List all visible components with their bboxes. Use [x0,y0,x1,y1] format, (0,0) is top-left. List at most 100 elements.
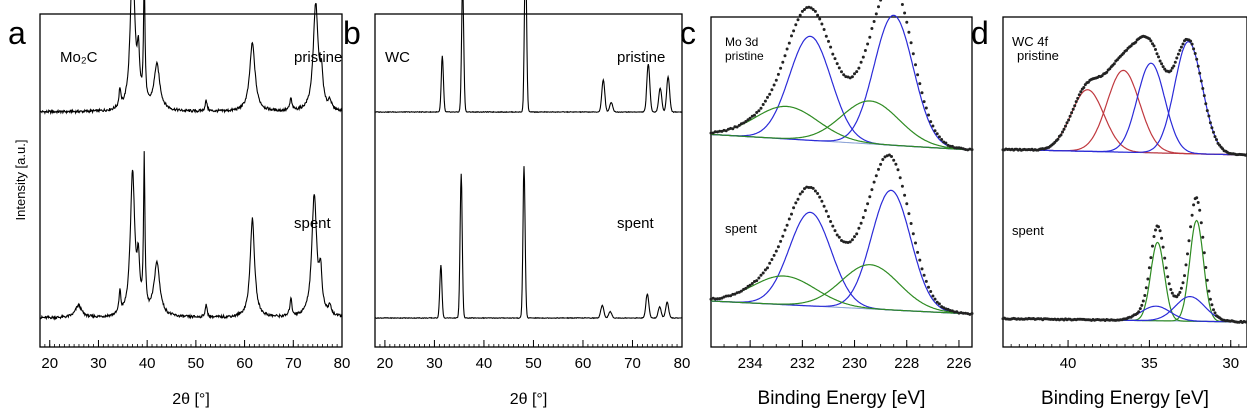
data-point [1189,39,1193,43]
data-point [1167,282,1171,286]
series-label: spent [1012,223,1044,238]
data-point [820,199,824,203]
series-label: pristine [1017,48,1059,63]
data-point [1112,62,1116,66]
data-point [922,100,926,104]
data-point [1152,235,1156,238]
x-tick-label: 20 [41,355,58,372]
data-point [937,135,941,139]
data-point [1215,138,1218,142]
series-label: spent [617,215,655,232]
data-point [1179,45,1183,49]
data-point [1059,133,1063,137]
data-point [931,294,935,298]
data-point [1144,286,1148,290]
data-point [850,75,854,79]
x-tick-label: 40 [476,355,493,372]
data-point [761,103,765,106]
data-point [724,294,728,298]
data-point [881,158,885,161]
data-point [1155,52,1159,56]
data-point [837,235,841,239]
data-point [774,249,778,253]
data-point [1205,278,1209,282]
data-point [840,239,843,242]
data-point [874,12,878,16]
data-point [772,83,776,87]
data-point [816,192,820,195]
data-point [818,17,822,21]
data-point [1147,37,1151,41]
data-point [827,39,830,43]
data-point [1192,203,1196,207]
panel-letter: c [680,15,696,51]
data-point [748,283,752,287]
data-point [1064,124,1067,128]
data-point [914,63,917,67]
panel-c: c 234 232 230 228 226 Binding Energy [eV] Mo 3d… [680,0,974,409]
data-point [811,186,815,190]
data-point [861,216,865,219]
data-point [792,206,796,210]
data-point [737,123,741,127]
data-point [824,209,828,213]
data-point [1147,266,1151,270]
x-tick-label: 228 [894,355,919,372]
fit-component [1003,69,1247,156]
data-point [785,47,789,51]
data-point [1192,47,1196,51]
data-point [724,129,728,133]
data-point [905,202,909,206]
data-point [1146,277,1150,281]
data-point [868,35,872,39]
data-point [916,250,920,254]
data-point [813,9,817,13]
data-point [1166,275,1170,279]
series-line [39,0,343,116]
data-point [1196,64,1200,68]
data-point [944,141,948,145]
data-point [794,201,798,205]
data-point [1207,289,1211,293]
data-point [900,184,904,188]
plot-frame [1002,16,1247,348]
data-point [937,302,941,306]
data-point [1199,79,1203,83]
data-point [744,120,748,123]
data-point [1213,311,1217,315]
data-point [776,245,780,249]
data-point [790,34,793,38]
data-point [785,223,789,227]
data-point [761,271,765,275]
data-point [796,197,800,201]
data-point [1169,69,1173,73]
data-point [835,233,839,237]
data-point [1151,244,1154,248]
data-point [1199,221,1203,225]
x-tick-label: 230 [842,355,867,372]
x-tick-label: 70 [285,355,302,372]
data-point [1161,245,1165,249]
data-point [1176,293,1180,297]
data-point [1201,87,1205,90]
series-line [375,0,683,114]
data-point [1160,236,1164,240]
data-point [739,289,743,293]
data-point [792,29,796,33]
data-point [1067,118,1071,122]
data-point [820,22,824,26]
data-point [1154,48,1157,51]
data-point [1068,114,1072,118]
data-point [733,292,737,296]
data-point [768,92,772,96]
data-point [742,121,746,125]
data-point [1210,303,1214,307]
data-point [1172,64,1176,68]
x-tick-label: 30 [1222,355,1239,372]
data-point [924,279,928,283]
series-line [374,166,682,320]
data-point [753,113,756,117]
data-point [757,276,761,280]
data-point [1179,286,1183,290]
